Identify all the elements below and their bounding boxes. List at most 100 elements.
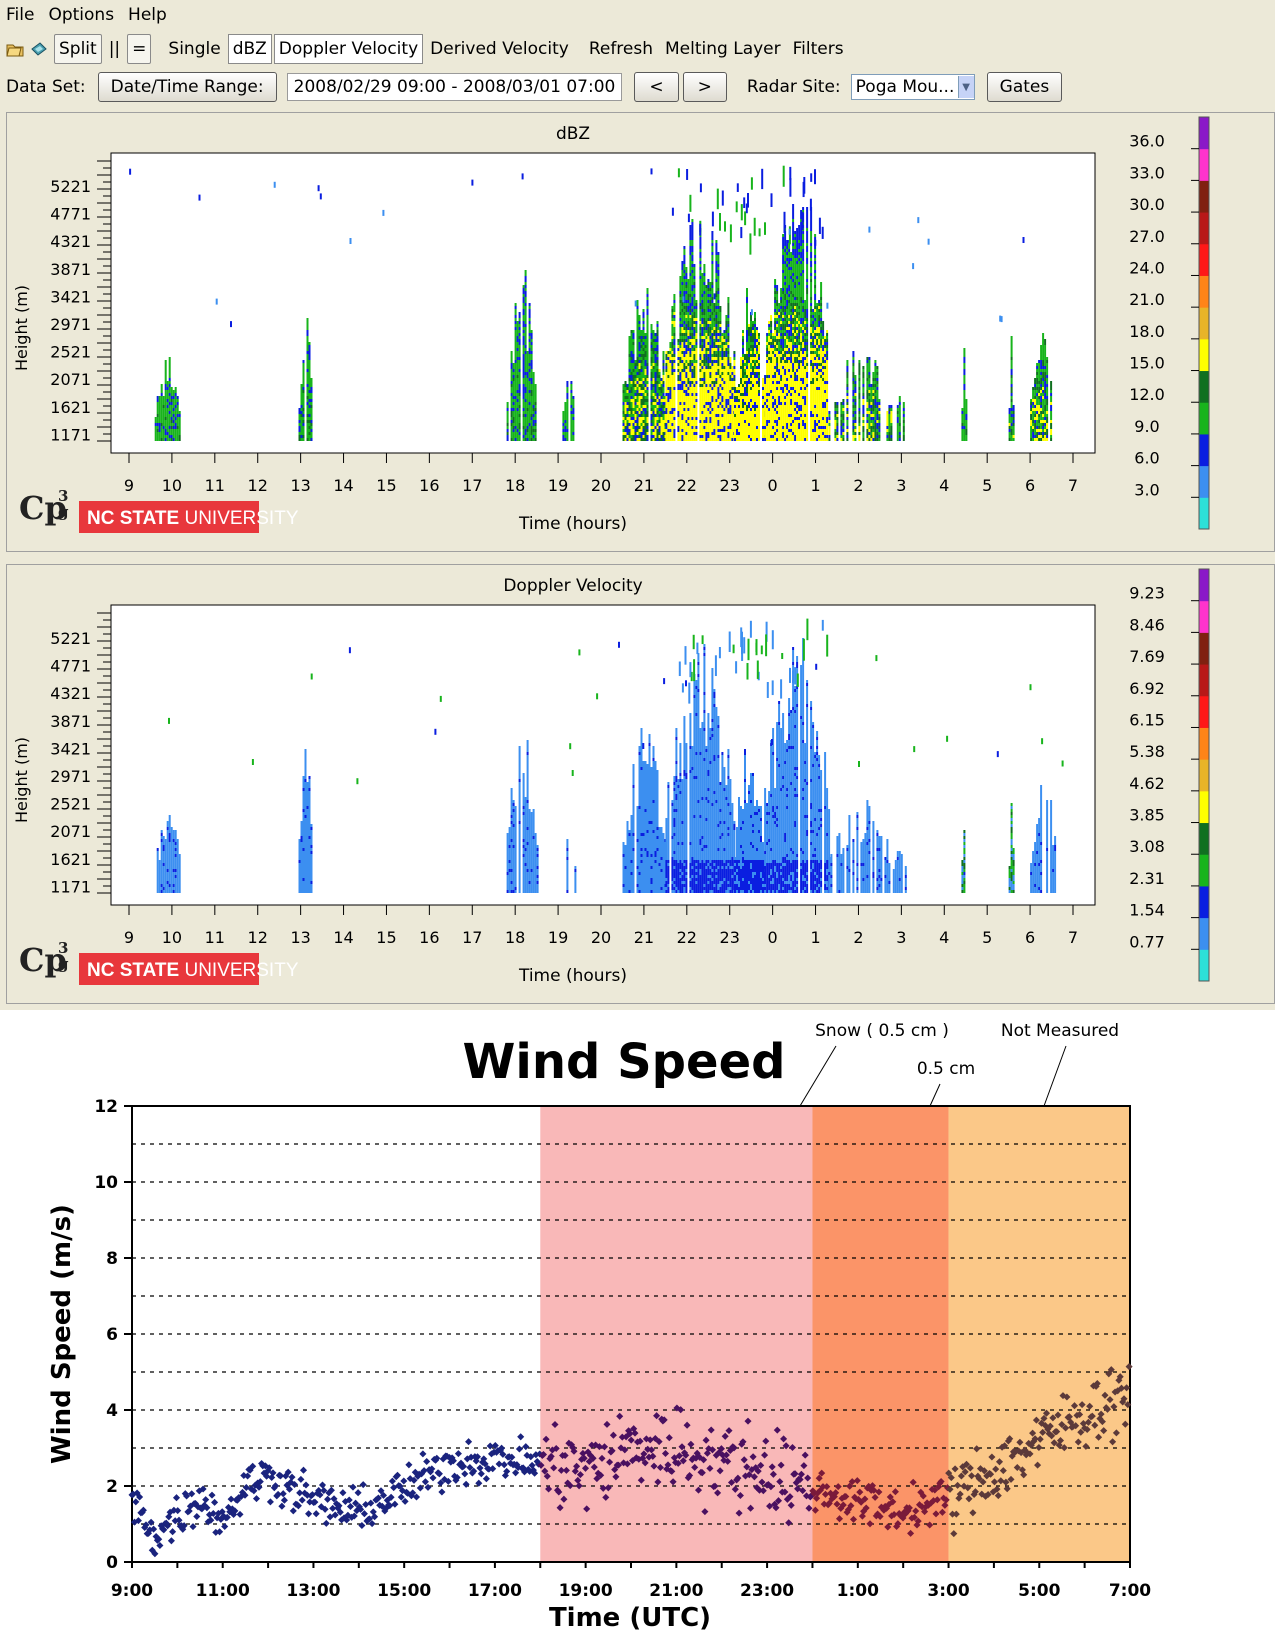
radar-echo-cell bbox=[742, 396, 744, 399]
gates-button[interactable]: Gates bbox=[986, 72, 1063, 102]
radar-echo-cell bbox=[800, 276, 803, 279]
radar-echo-cell bbox=[300, 405, 303, 408]
radar-echo-cell bbox=[685, 324, 688, 327]
radar-echo-cell bbox=[524, 384, 527, 387]
radar-echo-cell bbox=[707, 348, 710, 351]
radar-echo-cell bbox=[302, 369, 305, 372]
radar-echo-cell bbox=[514, 384, 517, 387]
radar-echo-cell bbox=[679, 354, 682, 357]
radar-echo-cell bbox=[681, 291, 684, 294]
radar-echo-cell bbox=[638, 336, 641, 339]
radar-echo-cell bbox=[733, 363, 736, 366]
radar-echo-cell bbox=[691, 390, 694, 393]
single-button[interactable]: Single bbox=[168, 39, 221, 59]
open-folder-icon[interactable] bbox=[6, 40, 24, 58]
next-button[interactable]: > bbox=[682, 72, 727, 102]
save-icon[interactable] bbox=[30, 40, 48, 58]
radar-echo-cell bbox=[687, 288, 690, 291]
radar-echo-cell bbox=[717, 360, 720, 363]
radar-echo-cell bbox=[778, 354, 781, 357]
radar-echo-cell bbox=[756, 348, 758, 351]
menu-help[interactable]: Help bbox=[128, 5, 167, 25]
parallel-layout-button[interactable]: || bbox=[108, 39, 121, 59]
radar-echo-cell bbox=[528, 342, 531, 345]
radar-echo-cell bbox=[164, 411, 167, 414]
dbz-button[interactable]: dBZ bbox=[227, 34, 272, 64]
radar-echo-cell bbox=[725, 402, 728, 405]
radar-echo-cell bbox=[804, 369, 807, 372]
radar-echo-cell bbox=[800, 375, 803, 378]
radar-echo-cell bbox=[691, 396, 694, 399]
radar-echo-cell bbox=[750, 315, 752, 318]
filters-button[interactable]: Filters bbox=[792, 39, 844, 59]
radar-echo-cell bbox=[705, 393, 708, 396]
radar-echo-cell bbox=[630, 429, 633, 432]
radar-echo-cell bbox=[640, 342, 643, 345]
radar-echo-cell bbox=[654, 351, 657, 354]
radar-echo-cell bbox=[786, 369, 789, 372]
radar-echo-cell bbox=[522, 300, 525, 303]
menu-file[interactable]: File bbox=[6, 5, 35, 25]
radar-echo-cell bbox=[636, 435, 639, 438]
radar-echo-cell bbox=[786, 396, 789, 399]
radar-echo-cell bbox=[518, 366, 521, 369]
radar-site-select[interactable]: Poga Mou... ▼ bbox=[850, 74, 975, 100]
radar-echo-cell bbox=[679, 318, 682, 321]
radar-echo-cell bbox=[160, 384, 163, 387]
radar-echo-cell bbox=[764, 438, 767, 441]
radar-echo-cell bbox=[742, 438, 744, 441]
radar-echo-cell bbox=[796, 291, 799, 294]
radar-echo-cell bbox=[746, 342, 748, 345]
refresh-button[interactable]: Refresh bbox=[588, 39, 654, 59]
doppler-velocity-button[interactable]: Doppler Velocity bbox=[273, 34, 424, 64]
radar-echo-cell bbox=[709, 333, 712, 336]
radar-echo-cell bbox=[660, 426, 663, 429]
previous-button[interactable]: < bbox=[634, 72, 679, 102]
split-button[interactable]: Split bbox=[54, 34, 102, 64]
radar-echo-cell bbox=[800, 351, 803, 354]
melting-layer-button[interactable]: Melting Layer bbox=[665, 39, 781, 59]
radar-echo-cell bbox=[628, 360, 631, 363]
date-range-field[interactable]: 2008/02/29 09:00 - 2008/03/01 07:00 bbox=[286, 73, 623, 101]
radar-echo-cell bbox=[632, 333, 635, 336]
radar-echo-cell bbox=[778, 432, 781, 435]
radar-echo-cell bbox=[699, 414, 702, 417]
radar-echo-cell bbox=[711, 405, 714, 408]
radar-echo-cell bbox=[762, 414, 764, 417]
radar-echo-cell bbox=[756, 372, 758, 375]
radar-echo-cell bbox=[776, 336, 779, 339]
menu-options[interactable]: Options bbox=[48, 5, 115, 25]
radar-echo-cell bbox=[524, 438, 527, 441]
radar-echo-cell bbox=[703, 408, 706, 411]
radar-echo-cell bbox=[792, 429, 795, 432]
radar-echo-cell bbox=[796, 249, 799, 252]
radar-echo-cell bbox=[744, 363, 746, 366]
radar-echo-cell bbox=[685, 432, 688, 435]
radar-echo-cell bbox=[782, 267, 785, 270]
radar-echo-cell bbox=[530, 417, 533, 420]
radar-echo-cell bbox=[794, 396, 797, 399]
radar-echo-cell bbox=[731, 435, 734, 438]
radar-echo-cell bbox=[638, 420, 641, 423]
date-time-range-button[interactable]: Date/Time Range: bbox=[97, 72, 277, 102]
radar-echo-cell bbox=[626, 402, 629, 405]
radar-echo-cell bbox=[642, 339, 645, 342]
radar-echo-cell bbox=[764, 396, 767, 399]
radar-echo-cell bbox=[158, 402, 161, 405]
radar-echo-cell bbox=[804, 405, 807, 408]
radar-echo-cell bbox=[780, 390, 783, 393]
radar-echo-cell bbox=[685, 318, 688, 321]
radar-echo-cell bbox=[528, 402, 531, 405]
radar-echo-cell bbox=[744, 360, 746, 363]
radar-echo-cell bbox=[693, 438, 696, 441]
radar-echo-cell bbox=[693, 345, 696, 348]
radar-echo-cell bbox=[671, 384, 674, 387]
dropdown-arrow-icon[interactable]: ▼ bbox=[957, 76, 974, 98]
radar-echo-cell bbox=[719, 360, 722, 363]
stacked-layout-button[interactable]: = bbox=[127, 34, 152, 64]
derived-velocity-button[interactable]: Derived Velocity bbox=[430, 39, 569, 59]
radar-echo-cell bbox=[701, 432, 704, 435]
radar-echo-cell bbox=[518, 372, 521, 375]
radar-echo-cell bbox=[689, 318, 692, 321]
radar-echo-cell bbox=[768, 435, 771, 438]
